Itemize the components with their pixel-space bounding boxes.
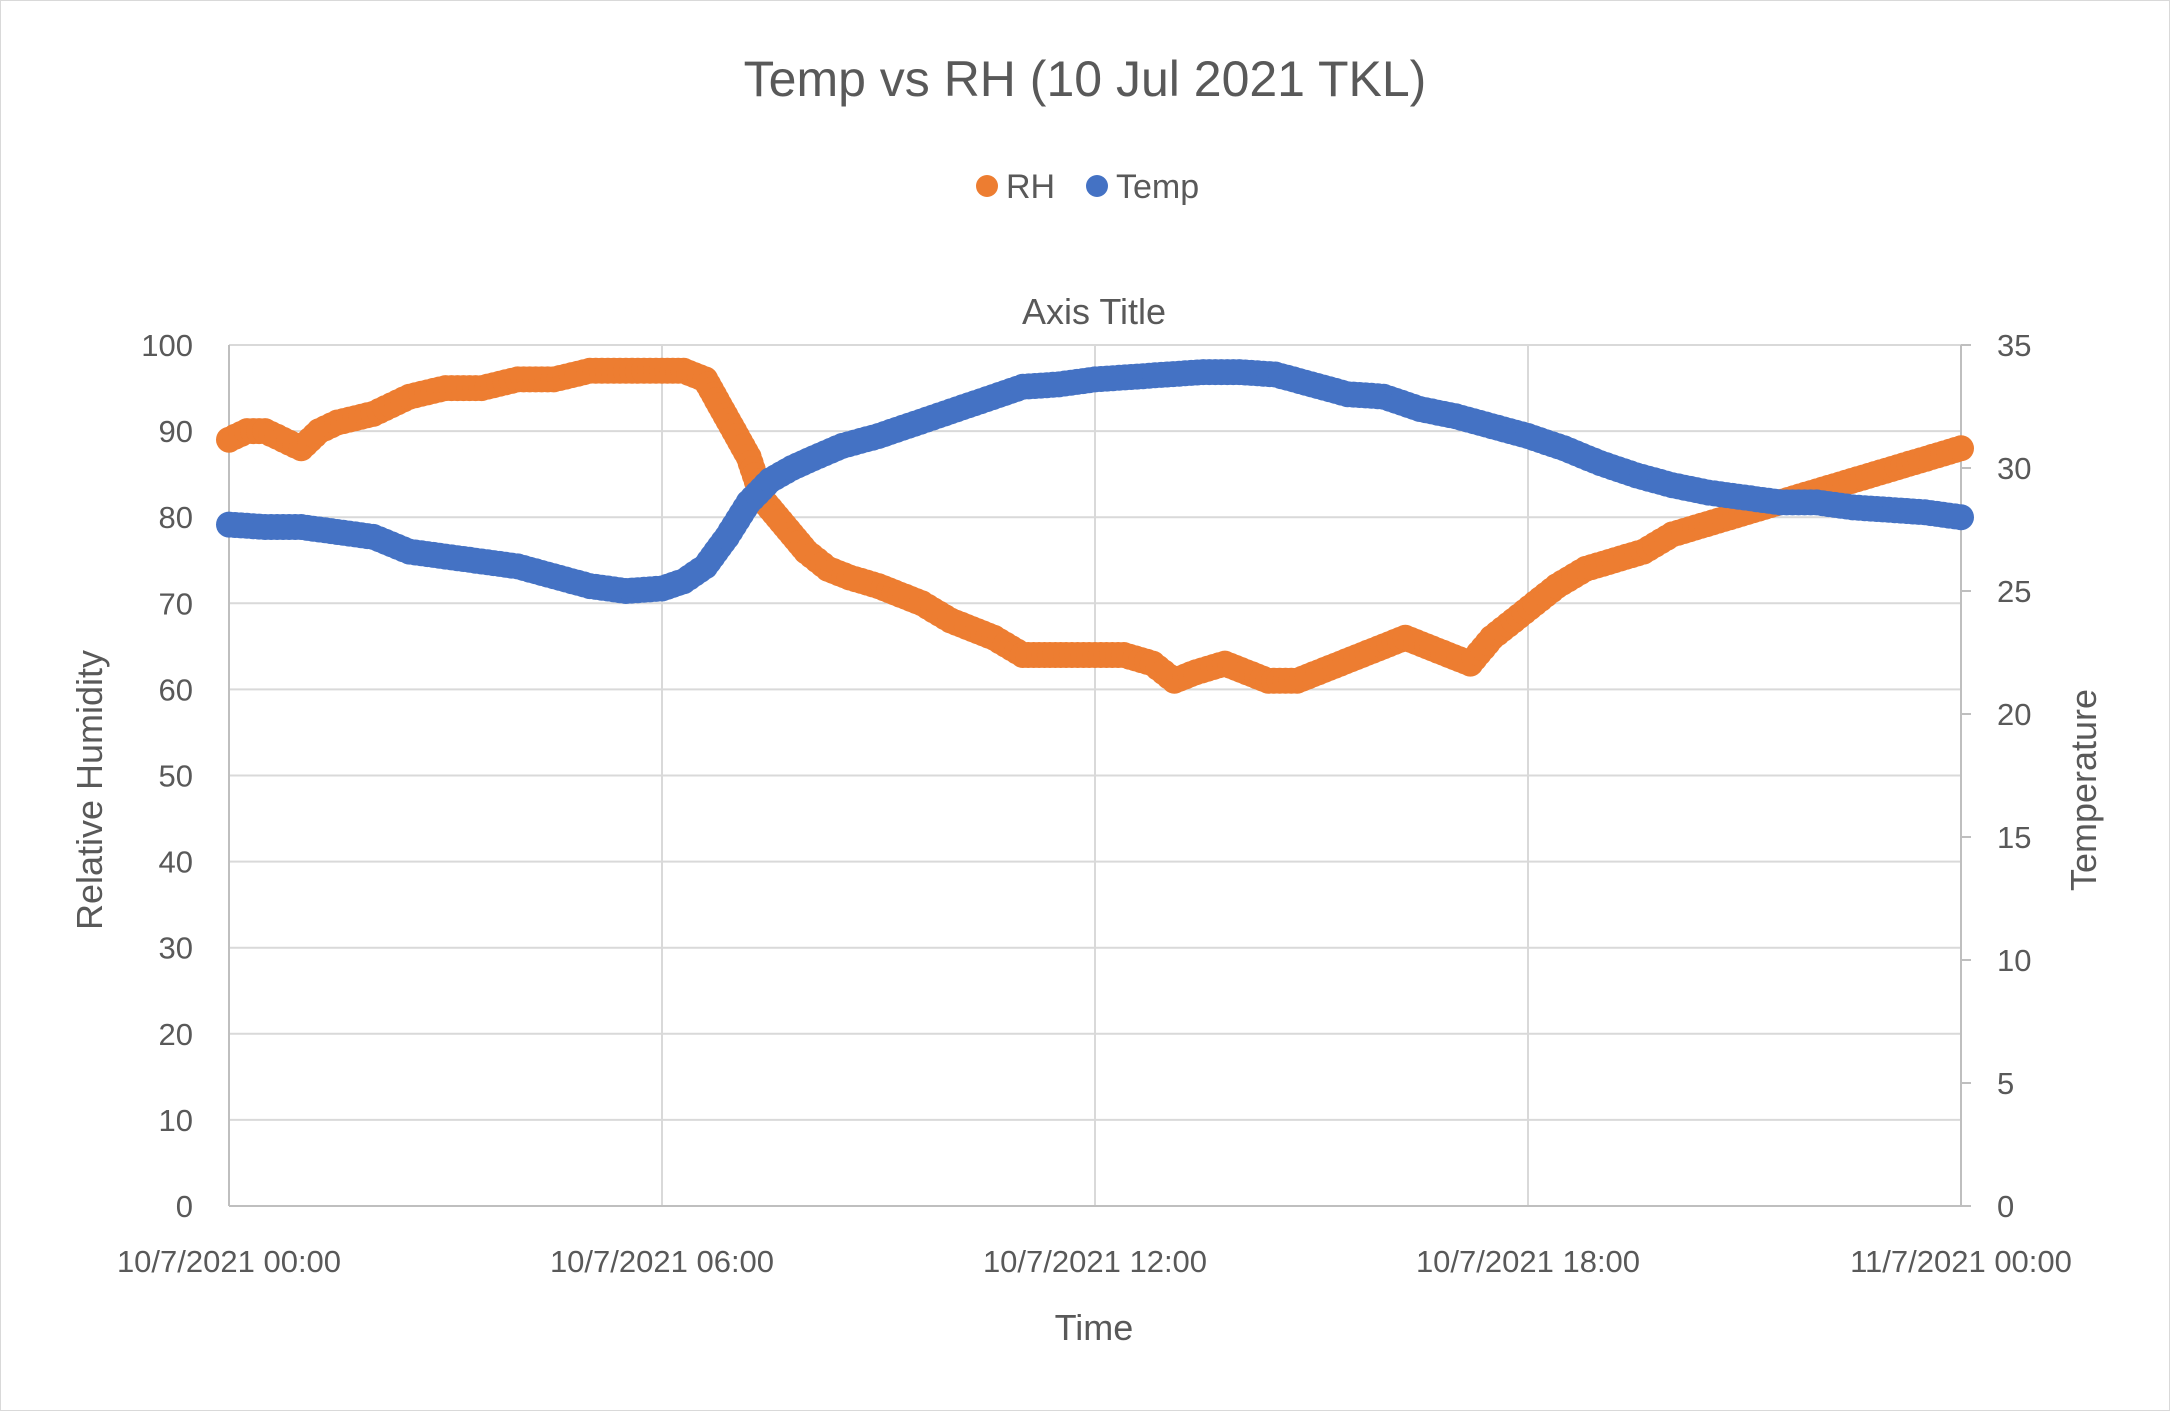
x-axis-title: Time bbox=[1055, 1307, 1134, 1348]
y2-tick-label: 20 bbox=[1997, 697, 2031, 732]
point-rh bbox=[1948, 435, 1974, 462]
point-temp bbox=[1948, 504, 1974, 531]
y2-tick-label: 15 bbox=[1997, 820, 2031, 855]
y2-tick-label: 10 bbox=[1997, 943, 2031, 978]
y-tick-label: 20 bbox=[159, 1017, 193, 1052]
series-layer bbox=[216, 357, 1974, 694]
legend-label-rh: RH bbox=[1006, 168, 1055, 206]
y-tick-label: 70 bbox=[159, 586, 193, 621]
series-temp bbox=[216, 359, 1974, 604]
y-tick-label: 50 bbox=[159, 759, 193, 794]
y2-tick-label: 35 bbox=[1997, 328, 2031, 363]
y-tick-label: 0 bbox=[176, 1189, 193, 1224]
y-tick-label: 30 bbox=[159, 931, 193, 966]
x-tick-label: 10/7/2021 18:00 bbox=[1416, 1244, 1640, 1279]
legend-label-temp: Temp bbox=[1116, 168, 1199, 206]
y2-tick-label: 30 bbox=[1997, 451, 2031, 486]
y-axis-title-right: Temperature bbox=[2063, 689, 2104, 891]
y-tick-label: 100 bbox=[141, 328, 193, 363]
axis-layer bbox=[228, 344, 1971, 1207]
x-tick-label: 10/7/2021 00:00 bbox=[117, 1244, 341, 1279]
legend: RH Temp bbox=[976, 168, 1199, 206]
y2-tick-label: 25 bbox=[1997, 574, 2031, 609]
legend-marker-temp bbox=[1086, 175, 1108, 197]
secondary-x-axis-title: Axis Title bbox=[1022, 291, 1166, 332]
series-rh bbox=[216, 357, 1974, 694]
y2-tick-label: 0 bbox=[1997, 1189, 2014, 1224]
y-tick-label: 40 bbox=[159, 845, 193, 880]
x-tick-label: 11/7/2021 00:00 bbox=[1850, 1244, 2072, 1279]
chart-title: Temp vs RH (10 Jul 2021 TKL) bbox=[744, 51, 1427, 107]
tick-layer: 0 10 20 30 40 50 60 70 80 90 100 0 5 10 15 20 25 30 35 10/7… bbox=[117, 328, 2072, 1279]
y-tick-label: 80 bbox=[159, 500, 193, 535]
y-tick-label: 90 bbox=[159, 414, 193, 449]
grid-layer bbox=[229, 344, 1961, 1206]
x-tick-label: 10/7/2021 12:00 bbox=[983, 1244, 1207, 1279]
y-axis-title-left: Relative Humidity bbox=[69, 650, 110, 930]
x-tick-label: 10/7/2021 06:00 bbox=[550, 1244, 774, 1279]
legend-marker-rh bbox=[976, 175, 998, 197]
y-tick-label: 60 bbox=[159, 672, 193, 707]
y-tick-label: 10 bbox=[159, 1103, 193, 1138]
y2-tick-label: 5 bbox=[1997, 1066, 2014, 1101]
